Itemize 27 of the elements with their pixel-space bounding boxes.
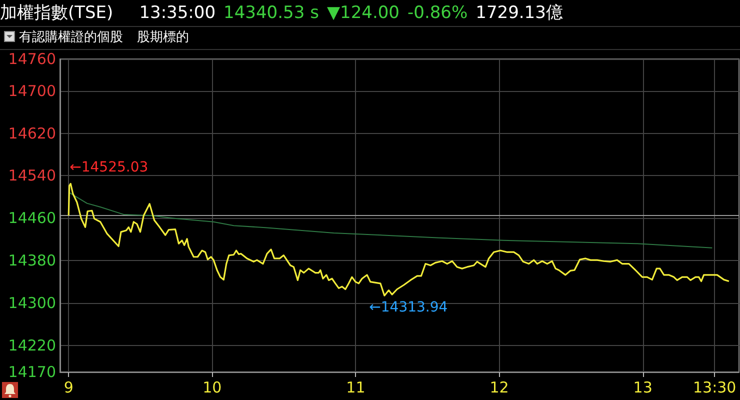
y-tick-label: 14460 (8, 209, 56, 228)
y-tick-label: 14380 (8, 252, 56, 270)
y-tick-label: 14300 (8, 294, 56, 312)
text: 14340.53 s (224, 3, 319, 23)
x-tick-label: 11 (346, 378, 366, 396)
chart-title: 加權指數(TSE) (0, 3, 114, 23)
y-tick-label: 14540 (8, 166, 56, 185)
x-tick-label: 9 (64, 378, 74, 396)
text: 有認購權證的個股 (19, 30, 123, 45)
x-tick-label: 12 (490, 378, 509, 396)
annotation: ←14313.94 (369, 300, 448, 316)
text: 1729.13億 (476, 3, 563, 23)
line-series (68, 182, 730, 296)
y-tick-label: 14220 (8, 336, 56, 354)
y-tick-label: 14760 (8, 50, 56, 68)
annotation: ←14525.03 (70, 160, 148, 176)
text: ▼124.00 (326, 3, 400, 23)
text: 股期標的 (137, 30, 189, 45)
x-tick-label: 13 (633, 378, 652, 396)
y-tick-label: 14620 (8, 124, 56, 142)
text: -0.86% (408, 3, 468, 23)
line-series (68, 192, 713, 248)
text: 13:35:00 (139, 3, 216, 23)
x-tick-label: 10 (202, 378, 222, 396)
y-tick-label: 14170 (8, 363, 56, 381)
y-tick-label: 14700 (8, 82, 56, 100)
x-tick-label: 13:30 (692, 378, 736, 396)
